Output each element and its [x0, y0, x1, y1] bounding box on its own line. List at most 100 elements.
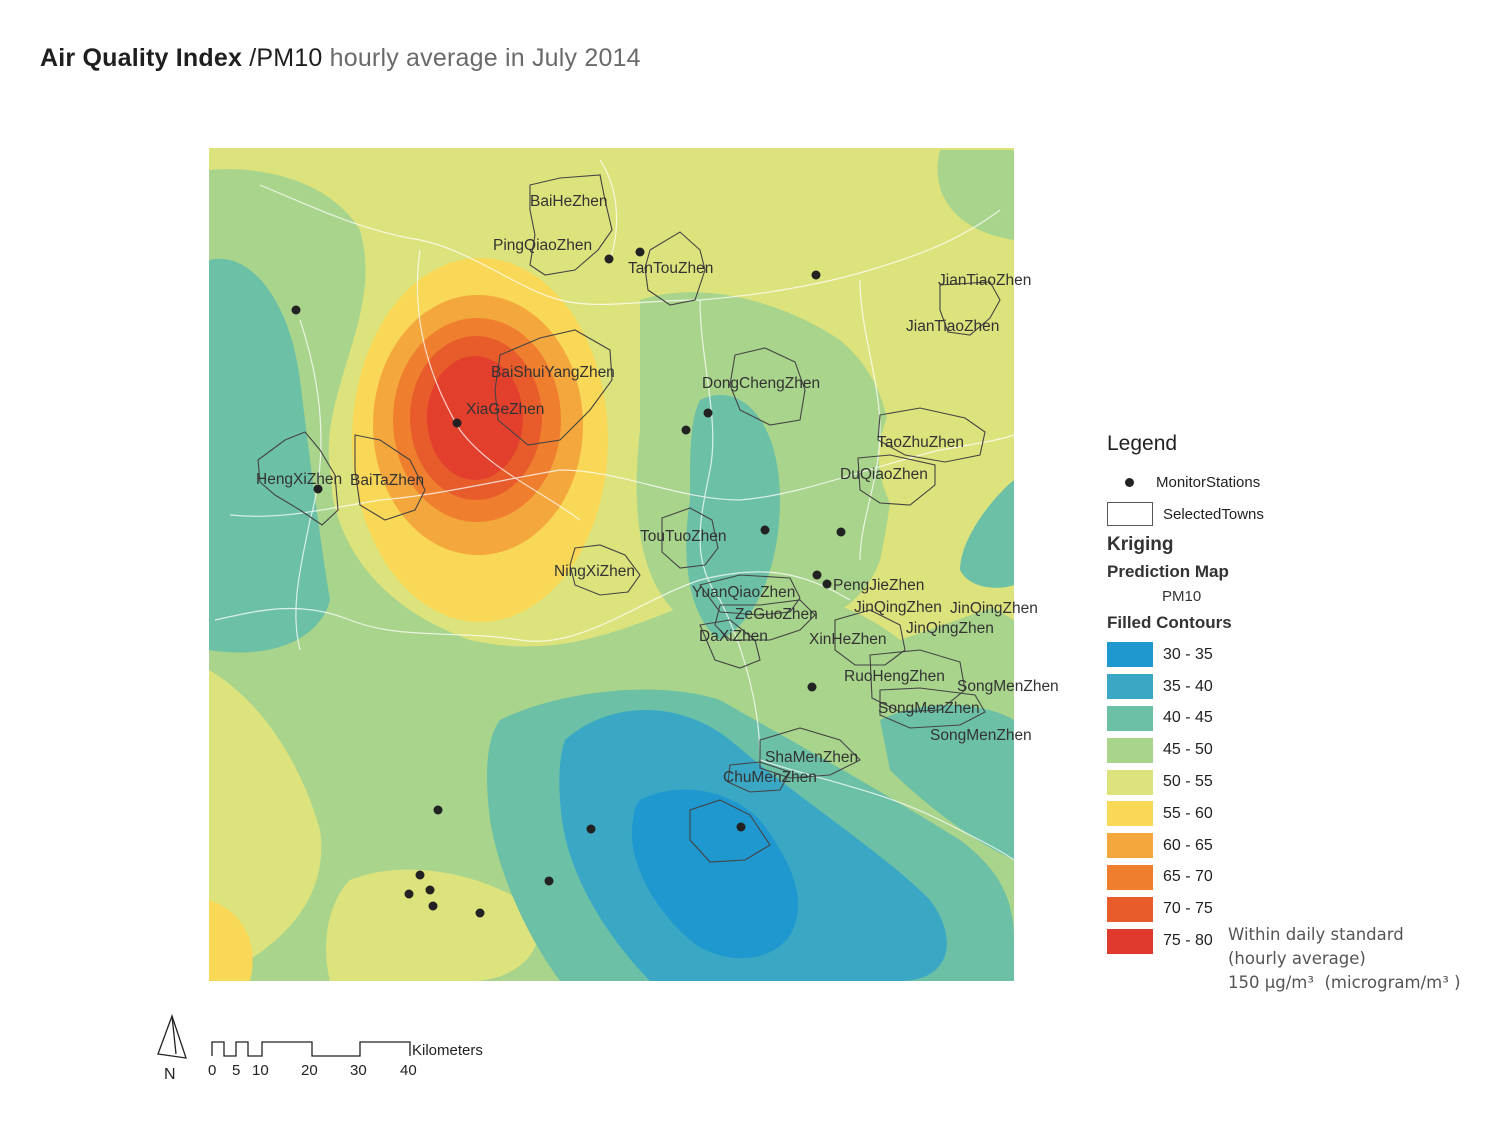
station: [760, 525, 770, 535]
station: [452, 418, 462, 428]
legend-variable: PM10: [1162, 588, 1202, 605]
title-pollutant: /PM10: [242, 44, 323, 72]
station: [404, 889, 414, 899]
legend-towns-label: SelectedTowns: [1163, 505, 1264, 523]
note-unit: (microgram/m³ ): [1324, 973, 1461, 992]
town-label: ShaMenZhen: [765, 749, 858, 766]
station: [475, 908, 485, 918]
station: [586, 824, 596, 834]
legend-class-label: 30 - 35: [1163, 645, 1213, 663]
legend-class-row: 35 - 40: [1107, 671, 1487, 703]
legend-class-row: 65 - 70: [1107, 862, 1487, 894]
selected-towns-outlines: [257, 174, 1001, 863]
town-label: SongMenZhen: [957, 678, 1059, 695]
title-period: hourly average in July 2014: [322, 44, 641, 72]
town-label: TaoZhuZhen: [877, 434, 964, 451]
scale-tick: 40: [400, 1062, 417, 1079]
town-label: JianTiaoZhen: [938, 272, 1031, 289]
town-label: HengXiZhen: [256, 471, 342, 488]
title-main: Air Quality Index: [40, 44, 243, 72]
note-line3: 150 μg/m³ (microgram/m³ ): [1228, 971, 1461, 995]
town-label: PingQiaoZhen: [493, 237, 592, 254]
note-value: 150 μg/m³: [1228, 973, 1314, 992]
legend-class-row: 50 - 55: [1107, 766, 1487, 798]
legend-class-swatch: [1107, 896, 1153, 922]
station: [681, 425, 691, 435]
town-label: JinQingZhen: [854, 599, 942, 616]
scale-tick: 5: [232, 1062, 241, 1079]
station-dot-icon: [1125, 477, 1134, 487]
station: [604, 254, 614, 264]
legend-class-row: 75 - 80: [1107, 925, 1487, 957]
north-arrow-icon: [157, 1014, 187, 1059]
note-line2: (hourly average): [1228, 949, 1366, 968]
station: [313, 484, 323, 494]
town-label: XiaGeZhen: [466, 401, 544, 418]
legend-class-row: 70 - 75: [1107, 893, 1487, 925]
station: [544, 876, 554, 886]
legend-class-row: 55 - 60: [1107, 798, 1487, 830]
legend-prediction-map: Prediction Map: [1107, 562, 1229, 581]
town-label: BaiShuiYangZhen: [491, 364, 615, 381]
contour-surface: [209, 148, 1014, 981]
legend-class-swatch: [1107, 928, 1153, 954]
town-label: DongChengZhen: [702, 375, 820, 392]
legend-class-row: 60 - 65: [1107, 830, 1487, 862]
town-labels: BaiHeZhen PingQiaoZhen TanTouZhen JianTi…: [256, 193, 1059, 786]
legend-towns-row: SelectedTowns: [1107, 498, 1487, 530]
legend-class-swatch: [1107, 801, 1153, 827]
station: [812, 570, 822, 580]
legend-class-label: 45 - 50: [1163, 741, 1213, 759]
town-label: DuQiaoZhen: [840, 466, 928, 483]
town-label: PengJieZhen: [833, 577, 924, 594]
town-label: ZeGuoZhen: [735, 606, 818, 623]
note-line1: Within daily standard: [1228, 925, 1404, 944]
town-label: SongMenZhen: [878, 700, 980, 717]
standard-note: Within daily standard (hourly average) 1…: [1228, 923, 1461, 995]
legend-stations-label: MonitorStations: [1156, 473, 1261, 491]
town-label: JinQingZhen: [906, 620, 994, 637]
station: [425, 885, 435, 895]
scale-tick: 0: [208, 1062, 217, 1079]
station: [291, 305, 301, 315]
legend-class-row: 30 - 35: [1107, 639, 1487, 671]
town-label: DaXiZhen: [699, 628, 768, 645]
legend-classes: 30 - 35 35 - 40 40 - 45 45 - 50 50 - 55 55 - …: [1107, 639, 1487, 957]
station: [736, 822, 746, 832]
town-label: JianTiaoZhen: [906, 318, 999, 335]
legend-class-label: 60 - 65: [1163, 836, 1213, 854]
town-label: BaiHeZhen: [530, 193, 608, 210]
north-label: N: [164, 1066, 176, 1083]
legend-class-label: 40 - 45: [1163, 709, 1213, 727]
legend-class-label: 70 - 75: [1163, 900, 1213, 918]
town-outline-icon: [1107, 502, 1153, 526]
town-label: TouTuoZhen: [640, 528, 726, 545]
town-label: TanTouZhen: [628, 260, 713, 277]
legend-class-swatch: [1107, 737, 1153, 763]
scale-tick: 10: [252, 1062, 269, 1079]
legend-class-row: 45 - 50: [1107, 734, 1487, 766]
station: [836, 527, 846, 537]
town-label: RuoHengZhen: [844, 668, 945, 685]
town-label: BaiTaZhen: [350, 472, 424, 489]
map-title: Air Quality Index /PM10 hourly average i…: [40, 44, 641, 73]
legend-class-label: 65 - 70: [1163, 868, 1213, 886]
town-label: SongMenZhen: [930, 727, 1032, 744]
station: [635, 247, 645, 257]
town-label: XinHeZhen: [809, 631, 887, 648]
station: [822, 579, 832, 589]
scale-unit: Kilometers: [412, 1042, 483, 1059]
legend-class-row: 40 - 45: [1107, 703, 1487, 735]
legend-class-swatch: [1107, 705, 1153, 731]
town-label: YuanQiaoZhen: [692, 584, 795, 601]
legend-class-label: 35 - 40: [1163, 677, 1213, 695]
legend-class-swatch: [1107, 674, 1153, 700]
legend-kriging: Kriging: [1107, 534, 1174, 555]
station: [415, 870, 425, 880]
legend-title: Legend: [1107, 432, 1178, 455]
legend-class-swatch: [1107, 833, 1153, 859]
legend-class-label: 75 - 80: [1163, 932, 1213, 950]
station: [811, 270, 821, 280]
legend-stations-row: MonitorStations: [1107, 466, 1487, 498]
scale-tick: 30: [350, 1062, 367, 1079]
